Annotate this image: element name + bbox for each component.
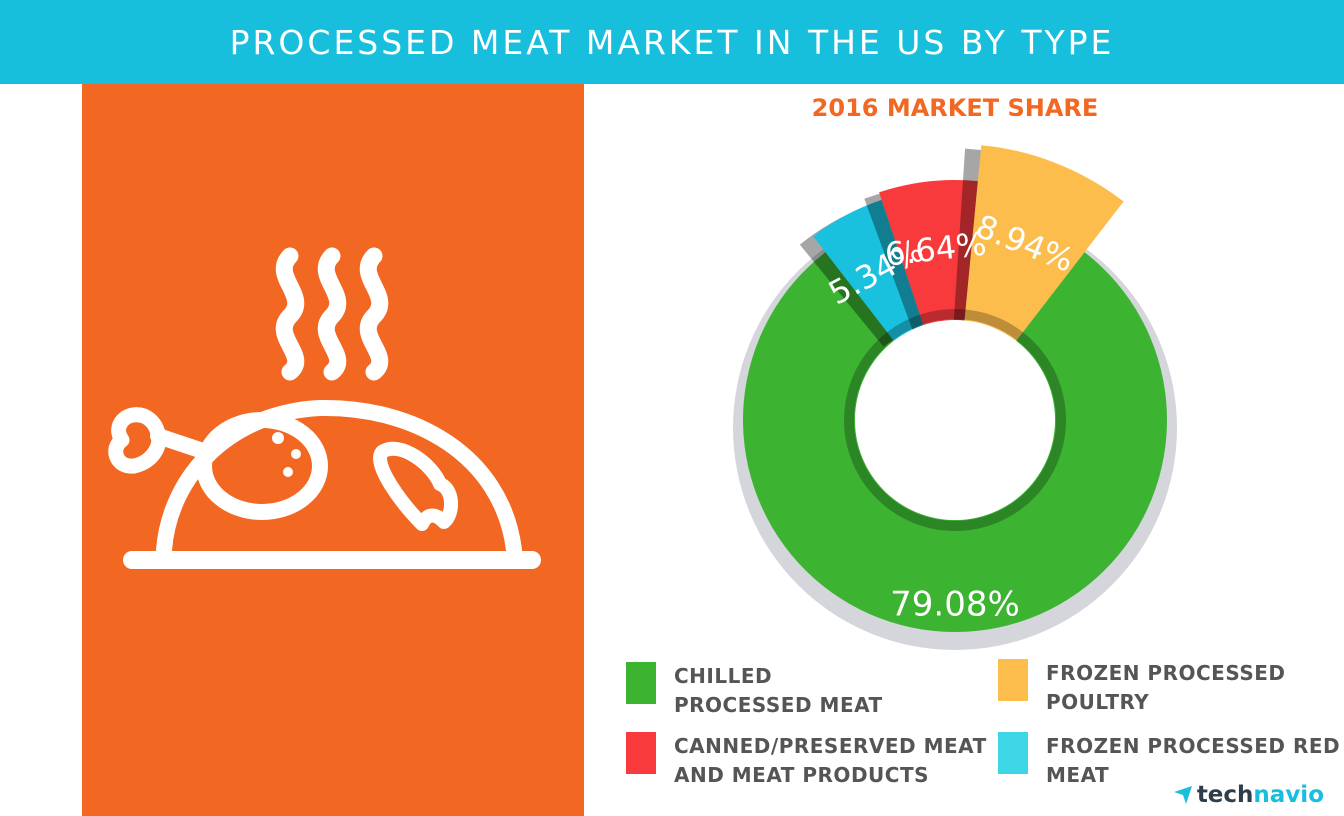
chart-title: 2016 MARKET SHARE bbox=[811, 94, 1099, 122]
page-title: PROCESSED MEAT MARKET IN THE US BY TYPE bbox=[229, 22, 1115, 62]
donut-hole bbox=[855, 320, 1055, 520]
legend-label-frozen-red-meat: FROZEN PROCESSED RED MEAT bbox=[1046, 734, 1341, 787]
donut-slice-0 bbox=[743, 252, 1167, 632]
header-banner: PROCESSED MEAT MARKET IN THE US BY TYPE bbox=[0, 0, 1344, 84]
donut-slice-1 bbox=[813, 199, 924, 341]
legend-label-frozen-poultry: FROZEN PROCESSED POULTRY bbox=[1046, 661, 1286, 714]
legend-swatch-canned bbox=[626, 732, 656, 774]
legend-label-canned: CANNED/PRESERVED MEAT AND MEAT PRODUCTS bbox=[674, 734, 987, 787]
legend-item-chilled: CHILLED PROCESSED MEAT bbox=[626, 662, 883, 720]
illustration-panel bbox=[82, 84, 584, 816]
donut-hole-shadow bbox=[844, 309, 1066, 531]
legend-item-frozen-red-meat: FROZEN PROCESSED RED MEAT bbox=[998, 732, 1340, 790]
technavio-logo: tech navio bbox=[1172, 782, 1324, 808]
legend-item-frozen-poultry: FROZEN PROCESSED POULTRY bbox=[998, 659, 1286, 717]
legend-item-canned: CANNED/PRESERVED MEAT AND MEAT PRODUCTS bbox=[626, 732, 987, 790]
technavio-arrow-icon bbox=[1173, 786, 1192, 804]
donut-slice-2 bbox=[879, 180, 978, 326]
donut-slice-3 bbox=[964, 145, 1124, 341]
brand-text-tech: tech bbox=[1196, 782, 1254, 808]
donut-chart: 79.08%5.34%6.64%8.94% bbox=[733, 145, 1177, 650]
slice-label-0: 79.08% bbox=[890, 585, 1020, 625]
legend-swatch-chilled bbox=[626, 662, 656, 704]
brand-text-navio: navio bbox=[1253, 782, 1324, 808]
legend-label-chilled: CHILLED PROCESSED MEAT bbox=[674, 664, 883, 717]
legend-swatch-frozen-poultry bbox=[998, 659, 1028, 701]
legend-swatch-frozen-red-meat bbox=[998, 732, 1028, 774]
roast-chicken-icon bbox=[108, 247, 541, 569]
